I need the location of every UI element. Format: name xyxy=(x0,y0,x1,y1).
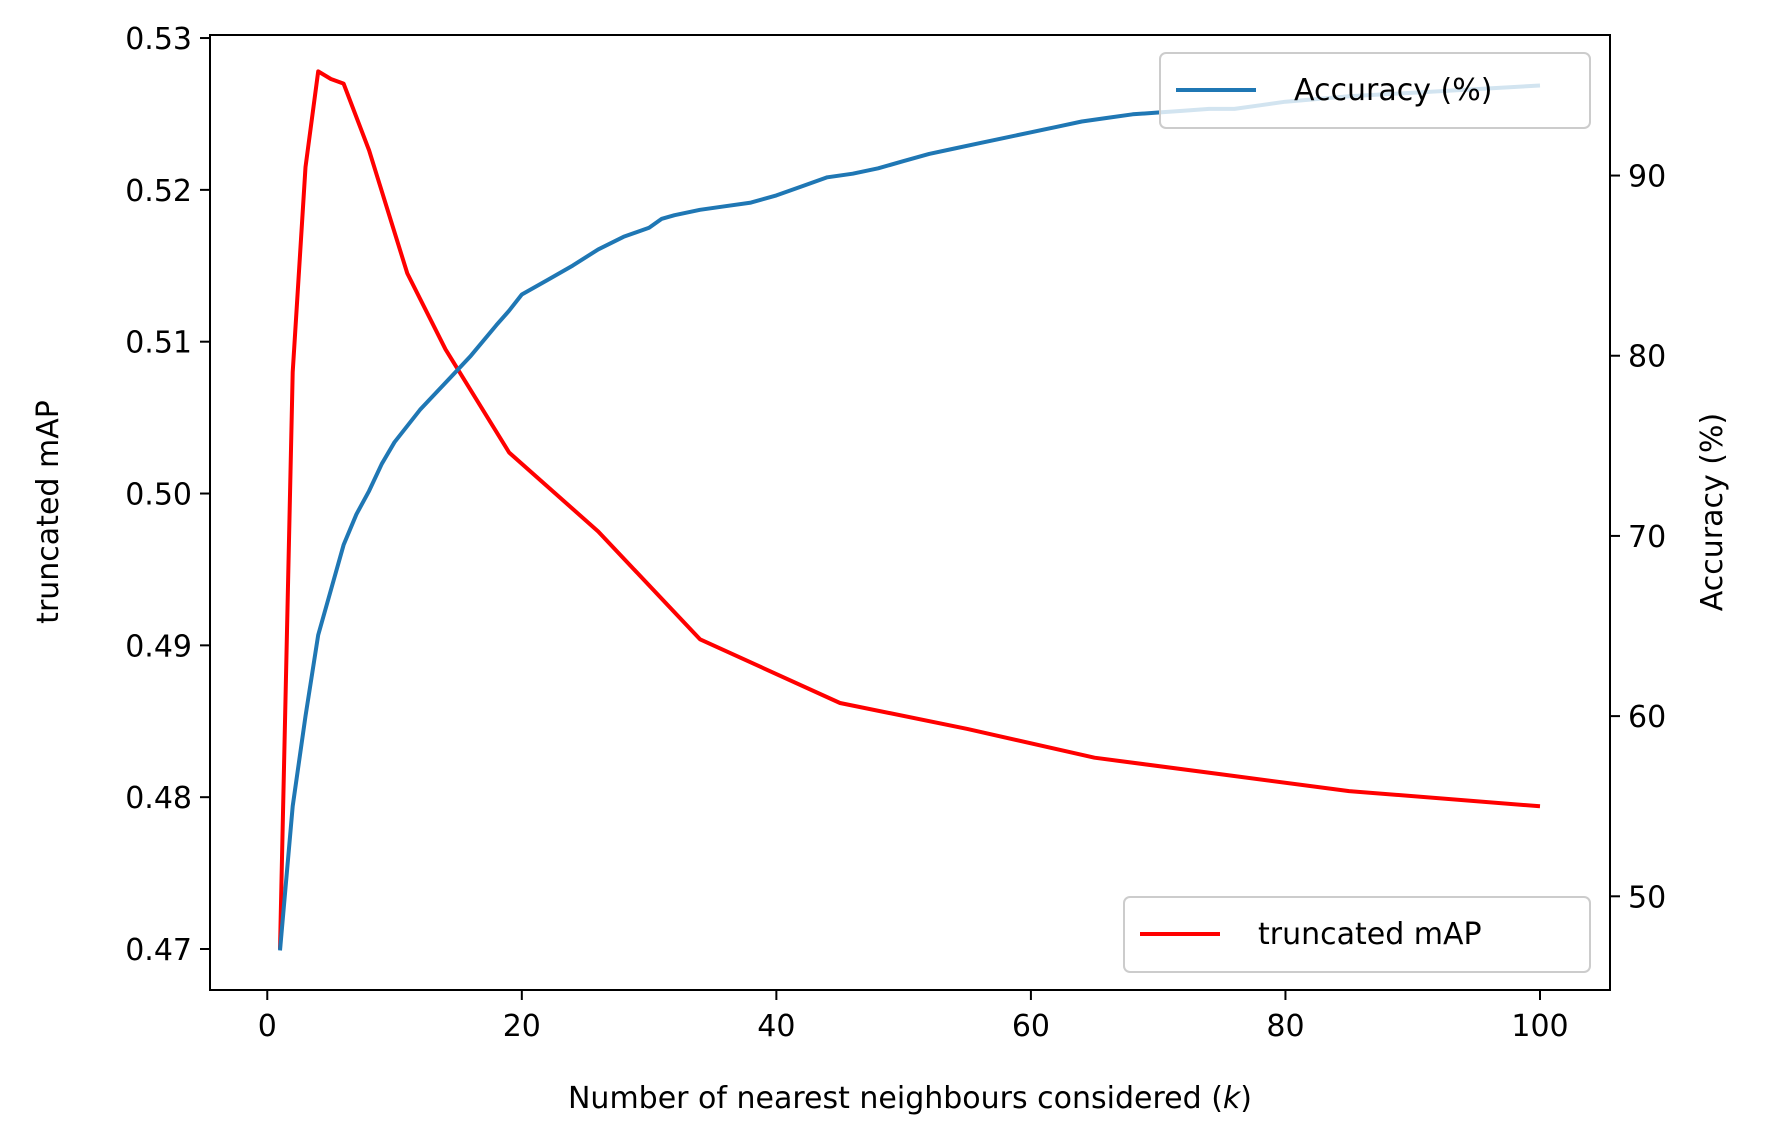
y-right-tick-label: 70 xyxy=(1628,520,1666,555)
plot-frame xyxy=(209,34,1611,991)
legend-truncated-map-box xyxy=(1123,896,1591,973)
y-axis-left-title: truncated mAP xyxy=(31,400,66,624)
legend-accuracy-box xyxy=(1159,52,1591,129)
legend-truncated-map: truncated mAP xyxy=(1123,896,1591,973)
y-right-tick-label: 60 xyxy=(1628,700,1666,735)
legend-truncated-map-label: truncated mAP xyxy=(1258,917,1482,952)
y-left-tick-label: 0.52 xyxy=(125,174,192,209)
y-left-tick-label: 0.53 xyxy=(125,22,192,57)
y-axis-right: 50 60 70 80 90 xyxy=(1610,160,1666,915)
x-tick-label: 20 xyxy=(503,1009,541,1044)
y-axis-right-title: Accuracy (%) xyxy=(1695,413,1730,611)
y-axis-left: 0.47 0.48 0.49 0.50 0.51 0.52 0.53 xyxy=(125,22,210,968)
x-tick-label: 100 xyxy=(1511,1009,1568,1044)
series-line-truncated-map xyxy=(278,69,1541,950)
legend-accuracy-label: Accuracy (%) xyxy=(1294,73,1492,108)
series-line-accuracy xyxy=(278,83,1541,951)
x-axis: 0 20 40 60 80 100 xyxy=(258,990,1569,1044)
x-tick-label: 60 xyxy=(1012,1009,1050,1044)
x-tick-label: 40 xyxy=(757,1009,795,1044)
x-tick-label: 80 xyxy=(1266,1009,1304,1044)
plot-lines xyxy=(278,69,1541,951)
y-right-tick-label: 50 xyxy=(1628,880,1666,915)
y-left-tick-label: 0.51 xyxy=(125,326,192,361)
y-left-tick-label: 0.48 xyxy=(125,781,192,816)
y-left-tick-label: 0.47 xyxy=(125,933,192,968)
y-left-tick-label: 0.49 xyxy=(125,629,192,664)
y-right-tick-label: 80 xyxy=(1628,340,1666,375)
y-left-tick-label: 0.50 xyxy=(125,478,192,513)
x-axis-title: Number of nearest neighbours considered … xyxy=(568,1081,1252,1116)
legend-accuracy: Accuracy (%) xyxy=(1159,52,1591,129)
y-right-tick-label: 90 xyxy=(1628,160,1666,195)
x-tick-label: 0 xyxy=(258,1009,277,1044)
